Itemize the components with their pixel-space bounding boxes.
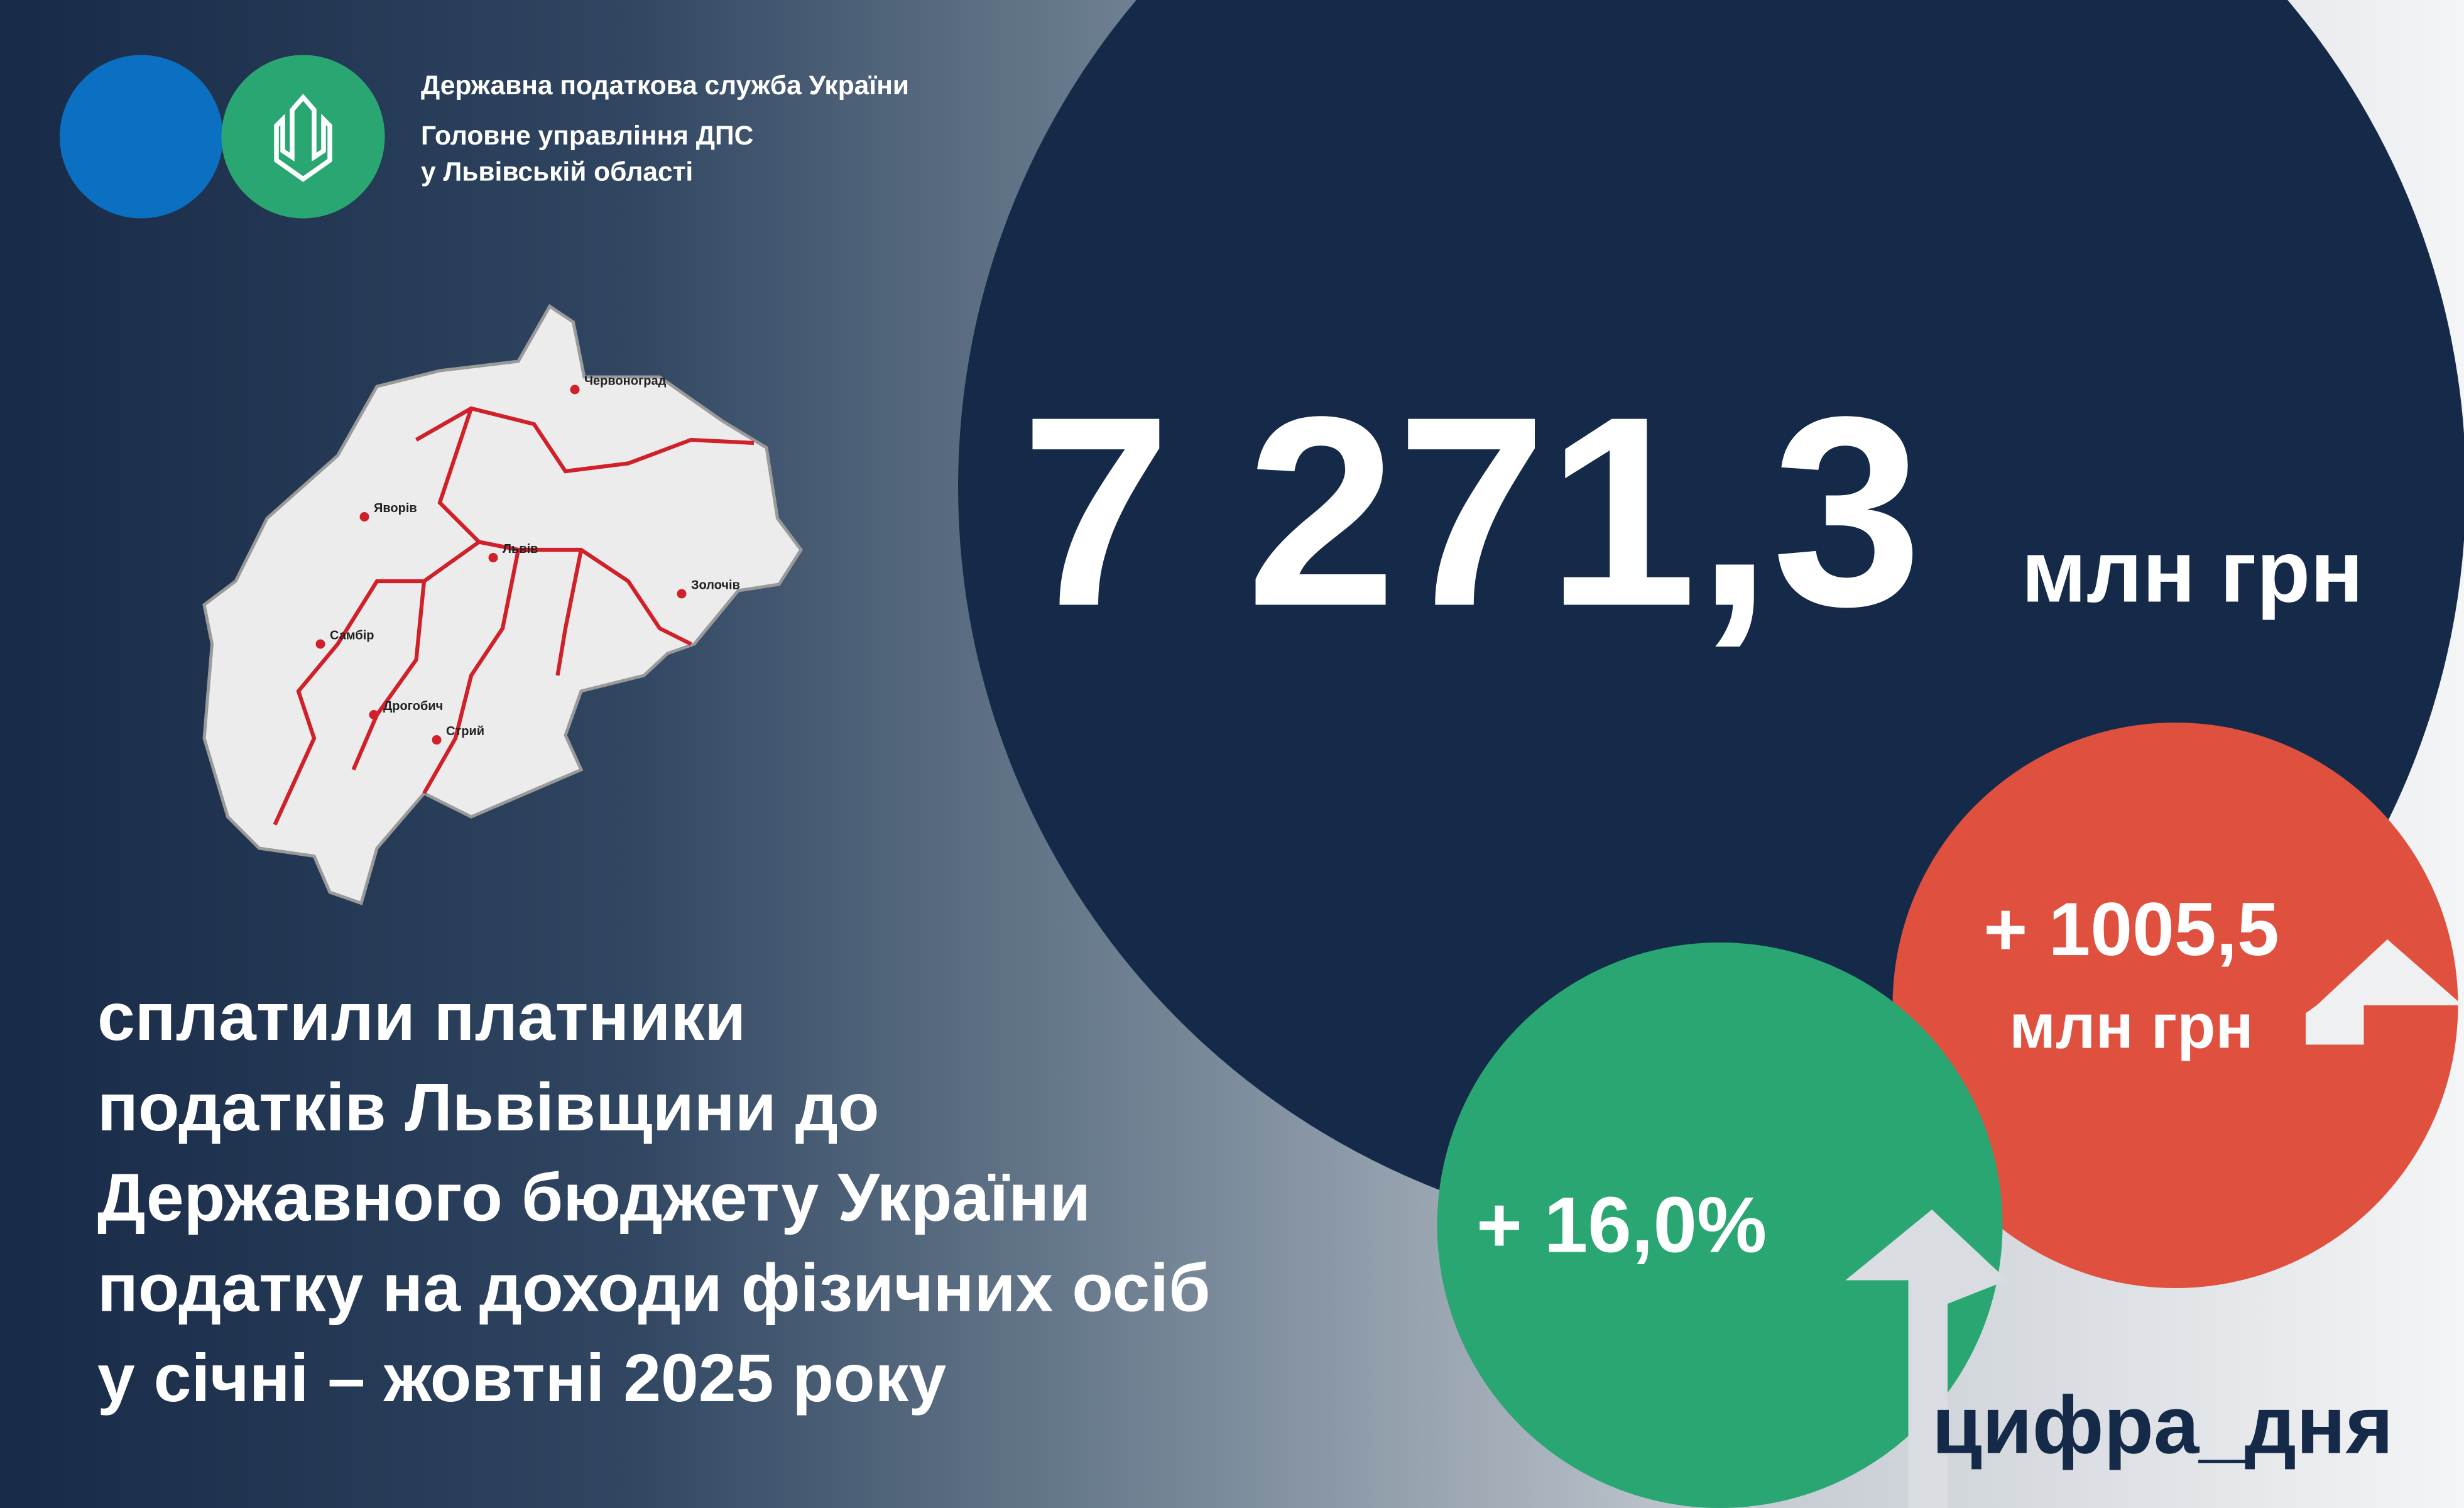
city-label: Стрий xyxy=(446,724,484,738)
city-label: Золочів xyxy=(691,579,740,593)
main-value: 7 271,3 xyxy=(1021,361,1922,663)
description-line: Державного бюджету України xyxy=(97,1160,1091,1235)
city-dot xyxy=(570,385,580,395)
city-dot xyxy=(359,512,369,522)
city-label: Самбір xyxy=(330,629,374,643)
green-circle xyxy=(1437,942,2003,1508)
description-line: у січні – жовтні 2025 року xyxy=(97,1340,946,1416)
description: сплатили платники податків Львівщини до Де… xyxy=(97,979,1211,1416)
growth-pct: + 16,0% xyxy=(1476,1182,1767,1269)
logo-blue xyxy=(60,55,223,219)
city-dot xyxy=(677,589,687,599)
city-dot xyxy=(488,553,498,562)
city-label: Яворів xyxy=(374,501,417,515)
red-circle xyxy=(1892,723,2458,1288)
map: Червоноград Яворів Львів Золочів Самбір Дрого… xyxy=(202,303,804,905)
trident-icon xyxy=(274,94,332,182)
city-dot xyxy=(369,710,379,719)
hashtag: цифра_дня xyxy=(1932,1379,2394,1471)
logo-green xyxy=(221,55,385,219)
arrow-up-green xyxy=(1845,1210,2007,1508)
city-label: Червоноград xyxy=(584,374,667,388)
district-borders xyxy=(273,406,755,826)
org-name: Державна податкова служба України xyxy=(421,71,909,101)
arrow-up-red xyxy=(2306,939,2463,1045)
dept-line: Головне управління ДПС xyxy=(421,121,753,151)
growth-abs-value: + 1005,5 xyxy=(1983,887,2279,971)
description-line: сплатили платники xyxy=(97,979,746,1054)
city-label: Дрогобич xyxy=(383,699,443,713)
main-unit: млн грн xyxy=(2022,522,2363,621)
city-labels: Червоноград Яворів Львів Золочів Самбір Дрого… xyxy=(315,374,740,745)
city-dot xyxy=(432,735,442,745)
dept-line: у Львівській області xyxy=(421,158,693,187)
city-label: Львів xyxy=(503,542,538,556)
description-line: податку на доходи фізичних осіб xyxy=(97,1250,1211,1325)
growth-abs-unit: млн грн xyxy=(2009,992,2254,1062)
description-line: податків Львівщини до xyxy=(97,1069,880,1145)
city-dot xyxy=(315,639,325,649)
